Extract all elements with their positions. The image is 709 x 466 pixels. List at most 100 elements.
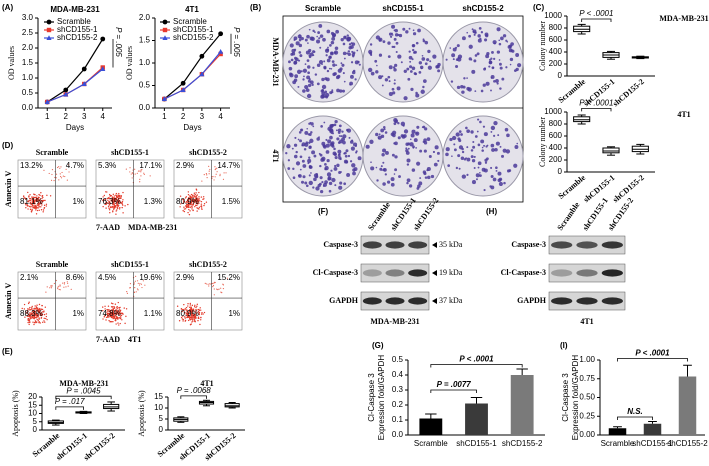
event (27, 200, 29, 203)
event (37, 310, 39, 312)
event (41, 313, 44, 316)
event (45, 291, 47, 293)
x-axis-label: Days (66, 123, 84, 132)
colony (307, 158, 312, 164)
legend-marker (162, 19, 168, 25)
event (119, 306, 121, 309)
colony (447, 164, 451, 167)
event (58, 285, 60, 287)
colony (504, 127, 509, 132)
colony (424, 62, 428, 66)
colony (338, 185, 343, 190)
colony (313, 154, 317, 158)
colony (377, 137, 380, 140)
event (109, 194, 112, 197)
point (81, 66, 87, 72)
colony (514, 145, 519, 149)
colony (398, 33, 403, 38)
colony (466, 146, 469, 149)
event (182, 209, 184, 212)
colony (312, 66, 315, 69)
event (45, 205, 48, 207)
event (109, 315, 112, 317)
colony (305, 184, 309, 188)
colony (391, 87, 395, 91)
event (186, 316, 188, 319)
event (179, 206, 181, 208)
colony (321, 63, 323, 66)
blot-strip (360, 263, 430, 283)
colony (461, 150, 465, 154)
colony (478, 27, 482, 30)
event (198, 196, 200, 198)
event (187, 201, 189, 203)
colony (403, 129, 409, 134)
event (195, 308, 197, 311)
event (135, 275, 137, 277)
size-marker: 19 kDa (439, 268, 463, 277)
colony (382, 148, 387, 153)
plot-title: shCD155-2 (189, 148, 227, 157)
colony (455, 132, 460, 137)
event (111, 313, 113, 315)
bracket (581, 18, 612, 22)
colony (297, 85, 300, 88)
y-axis-label: OD values (7, 46, 16, 80)
event (191, 315, 194, 317)
event (184, 312, 186, 314)
event (33, 318, 35, 320)
colony (375, 166, 378, 169)
event (192, 198, 195, 201)
event (36, 313, 38, 315)
colony (400, 61, 403, 64)
colony (458, 167, 461, 170)
colony (486, 144, 489, 147)
event (192, 314, 195, 316)
x-tick-label: 3 (82, 112, 87, 121)
event (143, 172, 145, 174)
colony (391, 45, 394, 49)
event (190, 313, 192, 316)
colony (384, 173, 387, 176)
event (104, 308, 106, 310)
event (187, 315, 189, 318)
event (62, 282, 64, 284)
event (68, 171, 70, 173)
event (201, 208, 203, 211)
legend-label: Scramble (173, 17, 207, 26)
colony (456, 85, 461, 90)
y-tick-label: 15 (154, 392, 163, 401)
colony (378, 53, 383, 57)
event (189, 316, 191, 319)
event (198, 202, 200, 204)
marker-arrow (432, 242, 437, 248)
colony (387, 75, 391, 79)
colony (344, 151, 347, 155)
event (32, 314, 35, 316)
annotation: P = .0068 (177, 386, 212, 395)
event (46, 318, 48, 321)
event (102, 196, 104, 198)
event (40, 313, 42, 315)
colony (347, 52, 351, 56)
quadrant-value: 1.3% (144, 197, 162, 206)
colony (419, 177, 422, 180)
event (58, 288, 60, 291)
y-tick-label: 10 (154, 403, 163, 412)
colony-plate (362, 115, 444, 197)
quadrant-value: 1% (72, 309, 84, 318)
colony (451, 53, 456, 58)
event (37, 205, 39, 207)
colony (388, 80, 391, 83)
y-tick-label: 5 (33, 417, 38, 426)
event (39, 307, 41, 310)
colony (388, 65, 393, 70)
event (115, 194, 117, 196)
colony (391, 34, 394, 36)
legend-label: shCD155-1 (57, 25, 98, 34)
y-tick-label: 0 (558, 71, 563, 80)
colony (490, 125, 496, 131)
event (120, 197, 122, 200)
band (362, 269, 382, 277)
colony (294, 56, 298, 60)
